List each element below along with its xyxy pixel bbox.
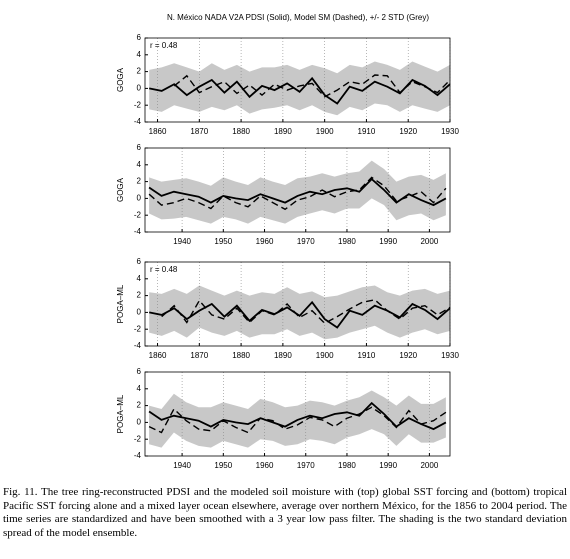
y-tick-label: 6 — [137, 143, 142, 152]
spread-band — [149, 285, 450, 340]
y-tick-label: 2 — [137, 177, 142, 186]
x-tick-label: 1990 — [379, 461, 397, 470]
x-tick-label: 1940 — [173, 461, 191, 470]
annotation: r = 0.48 — [150, 41, 178, 50]
y-tick-label: 0 — [137, 84, 142, 93]
y-tick-label: 0 — [137, 418, 142, 427]
model-sm-line — [161, 299, 451, 325]
model-sm-line — [148, 406, 447, 434]
x-tick-label: 1930 — [441, 127, 459, 136]
x-tick-label: 1930 — [441, 351, 459, 360]
y-axis-label: GOGA — [116, 67, 125, 92]
y-tick-label: 2 — [137, 291, 142, 300]
x-tick-label: 1980 — [338, 461, 356, 470]
model-sm-line — [148, 176, 447, 211]
y-tick-label: 2 — [137, 401, 142, 410]
y-tick-label: 0 — [137, 194, 142, 203]
x-tick-label: 1980 — [338, 237, 356, 246]
y-tick-label: 6 — [137, 257, 142, 266]
pdsi-line — [149, 300, 451, 329]
x-tick-label: 1960 — [256, 461, 274, 470]
x-tick-label: 1880 — [232, 351, 250, 360]
x-tick-label: 1910 — [358, 351, 376, 360]
x-tick-label: 2000 — [420, 237, 438, 246]
plot-frame — [144, 147, 451, 233]
y-tick-label: 4 — [137, 50, 142, 59]
x-tick-label: 1860 — [149, 127, 167, 136]
plot-frame — [144, 371, 451, 457]
x-tick-label: 1900 — [316, 127, 334, 136]
spread-band — [149, 160, 446, 224]
y-tick-label: 6 — [137, 367, 142, 376]
y-axis-label: POGA–ML — [116, 284, 125, 323]
x-tick-label: 1960 — [256, 237, 274, 246]
y-tick-label: -2 — [134, 210, 142, 219]
x-tick-label: 1890 — [274, 127, 292, 136]
y-axis-label: POGA–ML — [116, 394, 125, 433]
y-axis-label: GOGA — [116, 177, 125, 202]
x-tick-label: 1860 — [149, 351, 167, 360]
x-tick-label: 1870 — [190, 127, 208, 136]
figure-title: N. México NADA V2A PDSI (Solid), Model S… — [167, 13, 429, 22]
x-tick-label: 2000 — [420, 461, 438, 470]
pdsi-line — [148, 177, 447, 207]
y-tick-label: 6 — [137, 33, 142, 42]
y-tick-label: -2 — [134, 100, 142, 109]
model-sm-line — [173, 74, 451, 98]
y-tick-label: 4 — [137, 274, 142, 283]
x-tick-label: 1920 — [399, 127, 417, 136]
plot-frame — [144, 37, 451, 123]
x-tick-label: 1950 — [214, 461, 232, 470]
y-tick-label: 4 — [137, 160, 142, 169]
y-tick-label: 0 — [137, 308, 142, 317]
plot-frame — [144, 261, 451, 347]
annotation: r = 0.48 — [150, 265, 178, 274]
y-tick-label: -4 — [134, 341, 142, 350]
x-tick-label: 1920 — [399, 351, 417, 360]
x-tick-label: 1900 — [316, 351, 334, 360]
y-tick-label: 2 — [137, 67, 142, 76]
figure: N. México NADA V2A PDSI (Solid), Model S… — [116, 13, 459, 470]
y-tick-label: -4 — [134, 451, 142, 460]
x-tick-label: 1990 — [379, 237, 397, 246]
x-tick-label: 1940 — [173, 237, 191, 246]
x-tick-label: 1970 — [297, 237, 315, 246]
x-tick-label: 1970 — [297, 461, 315, 470]
x-tick-label: 1870 — [190, 351, 208, 360]
x-tick-label: 1890 — [274, 351, 292, 360]
x-tick-label: 1880 — [232, 127, 250, 136]
y-tick-label: 4 — [137, 384, 142, 393]
y-tick-label: -2 — [134, 324, 142, 333]
x-tick-label: 1910 — [358, 127, 376, 136]
caption: Fig. 11. The tree ring-reconstructed PDS… — [3, 486, 567, 539]
x-tick-label: 1950 — [214, 237, 232, 246]
y-tick-label: -2 — [134, 434, 142, 443]
y-tick-label: -4 — [134, 117, 142, 126]
y-tick-label: -4 — [134, 227, 142, 236]
